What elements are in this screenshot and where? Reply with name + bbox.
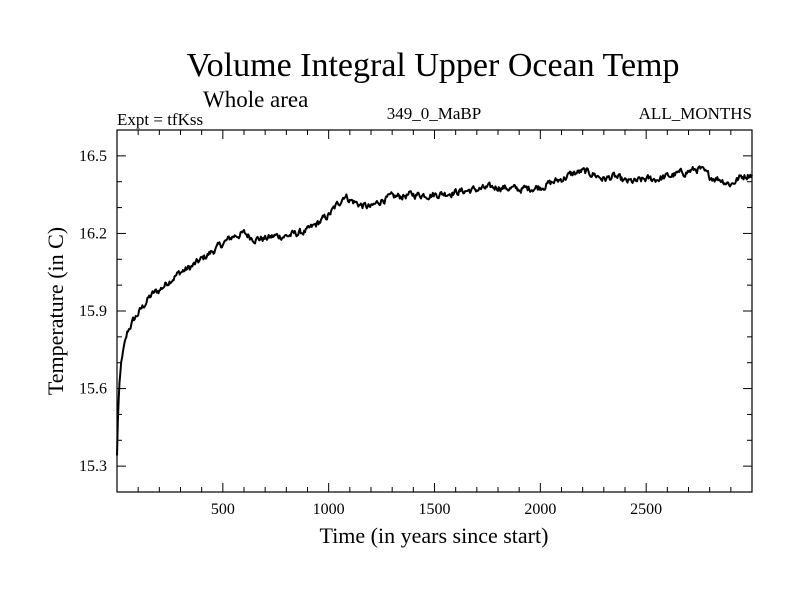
y-tick-label: 15.3 [79,458,107,475]
series-line-tfKss [116,165,753,456]
y-tick-label: 15.9 [79,303,107,320]
y-tick-labels: 15.3 15.6 15.9 16.2 16.5 [79,148,107,475]
season-label: ALL_MONTHS [639,104,752,123]
experiment-label: Expt = tfKss [117,110,203,129]
plot-frame [116,129,753,493]
y-axis-label: Temperature (in C) [43,227,68,395]
axis-ticks [117,130,752,492]
x-tick-label: 2500 [630,501,662,518]
x-tick-label: 1500 [419,501,451,518]
chart-subtitle: Whole area [203,87,308,112]
y-tick-label: 16.5 [79,148,107,165]
x-tick-label: 500 [211,501,235,518]
x-axis-label: Time (in years since start) [320,523,549,548]
period-label: 349_0_MaBP [387,104,481,123]
x-tick-labels: 500 1000 1500 2000 2500 [211,501,662,518]
y-tick-label: 15.6 [79,381,107,398]
chart-title: Volume Integral Upper Ocean Temp [187,47,680,84]
x-tick-label: 1000 [313,501,345,518]
x-tick-label: 2000 [524,501,556,518]
y-tick-label: 16.2 [79,225,107,242]
